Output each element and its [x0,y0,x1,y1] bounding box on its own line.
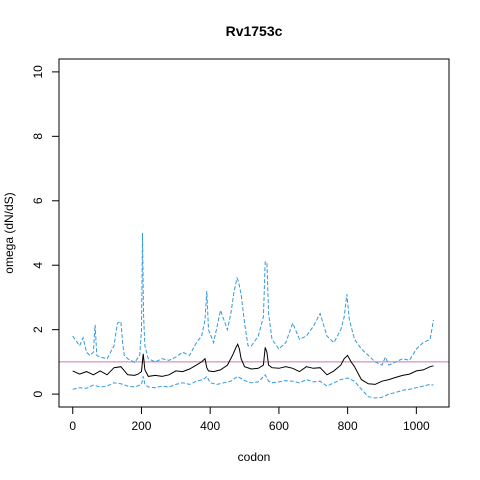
x-tick-label: 600 [269,419,289,433]
y-tick-label: 4 [31,262,45,269]
y-tick-label: 10 [31,65,45,79]
series-estimate-line [72,342,434,385]
plot-area [59,232,449,399]
x-tick-label: 800 [338,419,358,433]
x-tick-label: 0 [69,419,76,433]
chart-title: Rv1753c [226,23,283,39]
x-tick-label: 1000 [403,419,430,433]
x-axis-label: codon [238,450,271,464]
y-tick-label: 0 [31,390,45,397]
x-tick-label: 200 [131,419,151,433]
y-tick-label: 2 [31,326,45,333]
y-tick-label: 6 [31,197,45,204]
series-upper-line [72,232,434,366]
axes: 0 200 400 600 800 1000 0 2 4 6 8 10 [31,65,430,433]
series-lower-line [72,373,434,399]
y-axis-label: omega (dN/dS) [2,192,16,273]
y-tick-label: 8 [31,133,45,140]
plot-frame [58,58,450,408]
x-tick-label: 400 [200,419,220,433]
